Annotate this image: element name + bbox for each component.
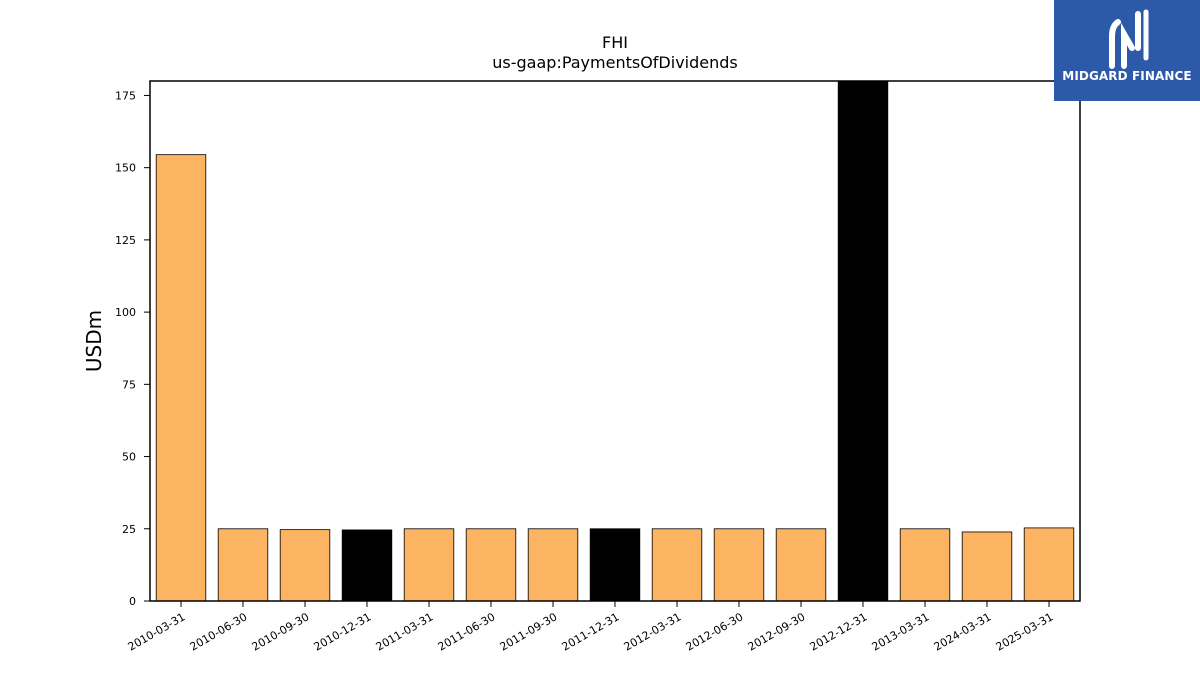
bar-2011-09-30 xyxy=(527,528,579,602)
bar-2025-03-31 xyxy=(1023,527,1075,602)
bar-2010-12-31 xyxy=(341,529,393,602)
x-tick-label: 2011-12-31 xyxy=(560,610,622,653)
x-tick-label: 2010-12-31 xyxy=(312,610,374,653)
bar-2011-03-31 xyxy=(403,528,455,602)
chart-title: FHI xyxy=(602,33,628,52)
x-axis-ticks: 2010-03-31 2010-06-30 2010-09-30 2010-12-31… xyxy=(126,601,1056,654)
y-tick-label: 75 xyxy=(122,378,136,391)
y-tick-label: 50 xyxy=(122,451,136,464)
y-tick-label: 25 xyxy=(122,523,136,536)
x-tick-label: 2024-03-31 xyxy=(932,610,994,653)
chart-subtitle: us-gaap:PaymentsOfDividends xyxy=(492,53,737,72)
x-tick-label: 2010-09-30 xyxy=(250,610,312,653)
x-tick-label: 2011-03-31 xyxy=(374,610,436,653)
y-axis-ticks: 0 25 50 75 100 125 150 175 xyxy=(115,89,150,608)
bar-2013-03-31 xyxy=(899,528,951,602)
bars-group xyxy=(155,80,1075,602)
brand-name: MIDGARD FINANCE xyxy=(1062,69,1192,83)
x-tick-label: 2010-06-30 xyxy=(188,610,250,653)
brand-logo: MIDGARD FINANCE xyxy=(1054,0,1200,101)
bar-2012-03-31 xyxy=(651,528,703,602)
plot-frame xyxy=(149,80,1081,602)
x-tick-label: 2012-06-30 xyxy=(684,610,746,653)
bar-2011-12-31 xyxy=(589,528,641,602)
y-tick-label: 0 xyxy=(129,595,136,608)
x-tick-label: 2012-09-30 xyxy=(746,610,808,653)
x-tick-label: 2013-03-31 xyxy=(870,610,932,653)
x-tick-label: 2025-03-31 xyxy=(994,610,1056,653)
y-tick-label: 150 xyxy=(115,162,136,175)
x-tick-label: 2012-03-31 xyxy=(622,610,684,653)
bar-2010-03-31 xyxy=(155,154,207,602)
x-tick-label: 2012-12-31 xyxy=(808,610,870,653)
y-tick-label: 175 xyxy=(115,89,136,102)
y-tick-label: 100 xyxy=(115,306,136,319)
bar-2010-06-30 xyxy=(217,528,269,602)
bar-2011-06-30 xyxy=(465,528,517,602)
x-tick-label: 2011-09-30 xyxy=(498,610,560,653)
bar-2012-12-31 xyxy=(837,80,889,602)
midgard-logo-icon xyxy=(1109,9,1149,69)
bar-2010-09-30 xyxy=(279,529,331,602)
y-tick-label: 125 xyxy=(115,234,136,247)
y-axis-label: USDm xyxy=(82,310,106,372)
bar-2012-09-30 xyxy=(775,528,827,602)
x-tick-label: 2011-06-30 xyxy=(436,610,498,653)
bar-2024-03-31 xyxy=(961,531,1013,602)
bar-2012-06-30 xyxy=(713,528,765,602)
x-tick-label: 2010-03-31 xyxy=(126,610,188,653)
